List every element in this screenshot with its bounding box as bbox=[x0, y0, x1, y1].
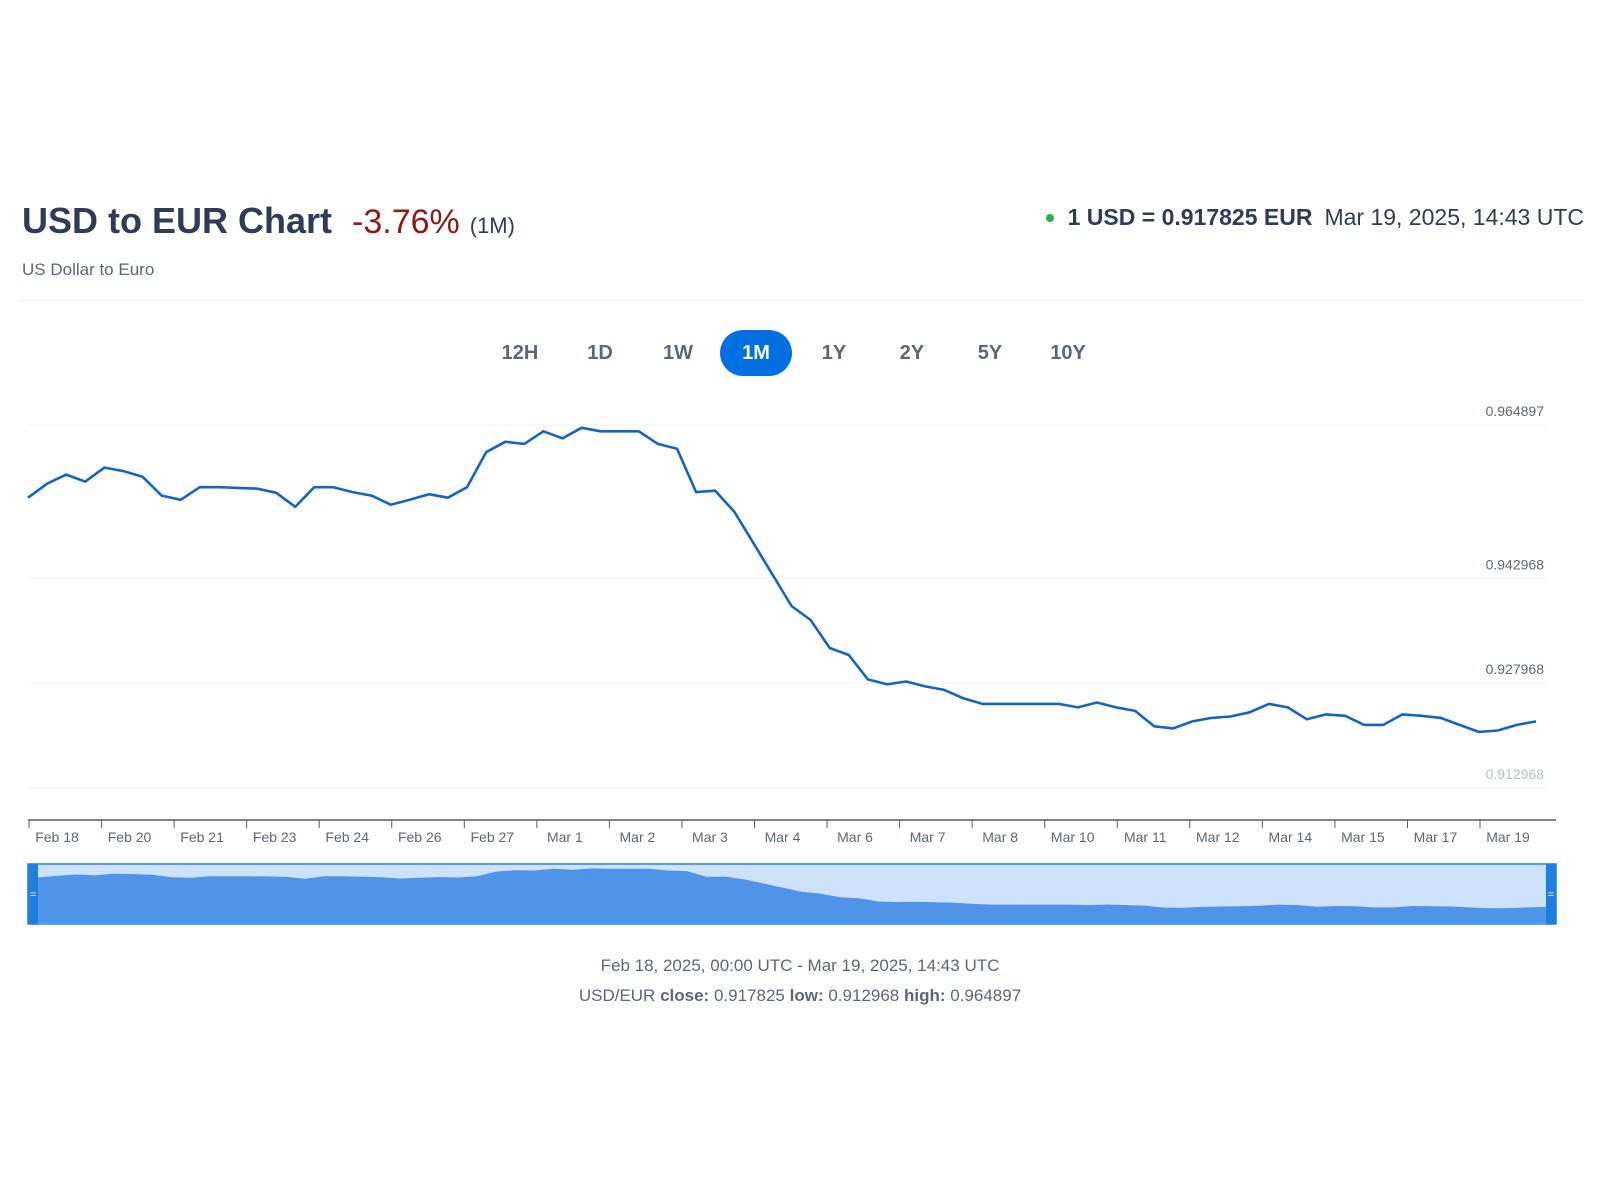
range-tab-1d[interactable]: 1D bbox=[587, 341, 613, 364]
high-label: high: bbox=[903, 986, 946, 1005]
x-tick-label: Mar 1 bbox=[547, 829, 583, 845]
y-tick-label: 0.964897 bbox=[1486, 403, 1545, 419]
right-handle-grip-icon: = bbox=[1548, 889, 1554, 901]
x-tick-label: Mar 14 bbox=[1269, 829, 1313, 845]
chart-header: USD to EUR Chart -3.76% (1M) US Dollar t… bbox=[22, 196, 1584, 306]
range-tab-5y[interactable]: 5Y bbox=[977, 341, 1003, 364]
date-range: Feb 18, 2025, 00:00 UTC - Mar 19, 2025, … bbox=[600, 956, 1000, 975]
x-tick-label: Mar 7 bbox=[910, 829, 946, 845]
y-tick-label: 0.912968 bbox=[1486, 766, 1545, 782]
rate-value: 1 USD = 0.917825 EUR bbox=[1067, 204, 1313, 230]
left-handle-grip-icon: = bbox=[30, 889, 36, 901]
x-tick-label: Feb 24 bbox=[325, 829, 369, 845]
x-tick-label: Mar 8 bbox=[982, 829, 1018, 845]
close-label: close: bbox=[660, 986, 710, 1005]
navigator[interactable]: = = bbox=[27, 863, 1557, 925]
navigator-right-handle[interactable] bbox=[1546, 864, 1556, 924]
x-tick-label: Mar 17 bbox=[1414, 829, 1458, 845]
range-tab-1w[interactable]: 1W bbox=[663, 341, 693, 364]
x-tick-label: Mar 10 bbox=[1051, 829, 1095, 845]
x-tick-label: Feb 23 bbox=[253, 829, 297, 845]
x-tick-label: Mar 15 bbox=[1341, 829, 1385, 845]
x-tick-label: Feb 21 bbox=[180, 829, 224, 845]
live-dot-icon bbox=[1045, 213, 1054, 222]
low-value: 0.912968 bbox=[828, 986, 900, 1005]
x-tick-label: Mar 3 bbox=[692, 829, 728, 845]
range-tab-2y[interactable]: 2Y bbox=[899, 341, 925, 364]
high-value: 0.964897 bbox=[950, 986, 1022, 1005]
navigator-left-handle[interactable] bbox=[28, 864, 38, 924]
pair-label: USD/EUR bbox=[578, 986, 656, 1005]
x-tick-label: Feb 27 bbox=[471, 829, 515, 845]
x-axis-labels: Feb 18 Feb 20 Feb 21 Feb 23 Feb 24 Feb 26 Feb … bbox=[28, 820, 1530, 845]
range-tab-1m[interactable]: 1M bbox=[720, 330, 792, 376]
price-line bbox=[27, 426, 1537, 734]
live-rate: 1 USD = 0.917825 EUR Mar 19, 2025, 14:43… bbox=[1045, 204, 1584, 231]
x-tick-label: Mar 12 bbox=[1196, 829, 1240, 845]
grid bbox=[28, 424, 1546, 789]
x-tick-label: Feb 26 bbox=[398, 829, 442, 845]
range-tab-12h[interactable]: 12H bbox=[501, 341, 539, 364]
rate-timestamp: Mar 19, 2025, 14:43 UTC bbox=[1324, 204, 1584, 230]
page-subtitle: US Dollar to Euro bbox=[22, 260, 155, 279]
title-row: USD to EUR Chart -3.76% (1M) bbox=[22, 200, 515, 242]
y-tick-label: 0.927968 bbox=[1486, 661, 1545, 677]
range-tab-list: 12H 1D 1W 1M 1Y 2Y 5Y 10Y bbox=[482, 330, 1110, 376]
period-label: (1M) bbox=[469, 213, 515, 238]
x-tick-label: Mar 6 bbox=[837, 829, 873, 845]
y-axis-labels: 0.964897 0.942968 0.927968 0.912968 bbox=[1486, 403, 1545, 782]
close-value: 0.917825 bbox=[713, 986, 785, 1005]
navigator-area bbox=[38, 868, 1546, 923]
x-tick-label: Mar 19 bbox=[1486, 829, 1530, 845]
range-tab-10y[interactable]: 10Y bbox=[1050, 341, 1086, 364]
x-tick-label: Feb 20 bbox=[108, 829, 152, 845]
page-title: USD to EUR Chart bbox=[22, 200, 333, 241]
x-tick-label: Mar 2 bbox=[620, 829, 656, 845]
range-tab-1y[interactable]: 1Y bbox=[821, 341, 847, 364]
x-tick-label: Mar 11 bbox=[1124, 829, 1167, 845]
x-tick-label: Mar 4 bbox=[765, 829, 801, 845]
price-stats: USD/EUR close: 0.917825 low: 0.912968 hi… bbox=[0, 986, 1600, 1006]
x-tick-label: Feb 18 bbox=[35, 829, 79, 845]
y-tick-label: 0.942968 bbox=[1486, 556, 1545, 572]
percent-change: -3.76% bbox=[352, 203, 460, 241]
low-label: low: bbox=[789, 986, 824, 1005]
header-divider bbox=[20, 300, 1584, 301]
